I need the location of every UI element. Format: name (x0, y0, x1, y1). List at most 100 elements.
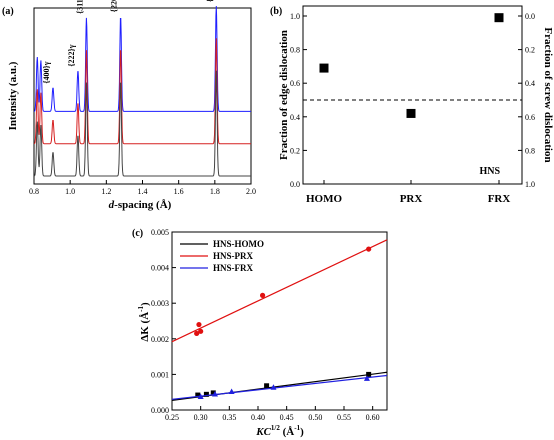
panel-b-ticks: 0.0 0.2 0.4 0.6 0.8 1.0 1.0 0.8 0.6 0.4 0.2 0.0 HOMO… (290, 12, 535, 205)
panel-c-x-tick-label-7: 0.60 (366, 413, 380, 422)
panel-a-peak-label-4: {311}γ (75, 0, 84, 14)
panel-b-left-tick-label-0: 0.0 (290, 180, 300, 189)
panel-c-y-label-main: ΔK (Å (139, 312, 151, 342)
panel-a-series-line-0 (33, 5, 251, 112)
panel-c-point-hns-frx-1 (212, 390, 218, 397)
panel-c-y-axis-label: ΔK (Å-1) (137, 302, 151, 342)
panel-c-x-label-unit: (Å (280, 426, 294, 438)
panel-b-category-prx: PRX (400, 193, 423, 205)
panel-b-left-tick-label-2: 0.4 (290, 113, 300, 122)
panel-c-x-tick-label-5: 0.50 (308, 413, 322, 422)
panel-a-curves (33, 5, 251, 177)
panel-c-legend: HNS-HOMO HNS-PRX HNS-FRX (180, 239, 264, 273)
panel-b-right-tick-label-5: 0.0 (525, 12, 535, 21)
panel-a-x-label-d: d (109, 199, 115, 211)
panel-c-point-hns-prx-1 (196, 321, 202, 328)
panel-a-x-tick-label-0: 0.8 (29, 187, 39, 196)
panel-a-x-tick-label-3: 1.4 (138, 187, 148, 196)
panel-c-x-tick-label-3: 0.40 (251, 413, 265, 422)
panel-c-point-hns-frx-3 (270, 384, 277, 390)
panel-a-x-axis-label: d-spacing (Å) (109, 199, 172, 211)
panel-c-y-tick-label-0: 0.000 (151, 406, 169, 415)
panel-b: (b) 0.00.20.40.60.81.01.00.80.60.40.20.0… (270, 5, 554, 205)
panel-a-x-tick-label-6: 2.0 (246, 187, 256, 196)
panel-c-x-axis-label: KC1/2 (Å-1) (255, 424, 304, 438)
panel-b-left-tick-label-3: 0.6 (290, 79, 300, 88)
panel-c: (c) 0.25 0.30 0.35 0.40 0.45 0.50 0.55 0.60 0.00… (132, 228, 388, 438)
panel-a-y-axis-label: Intensity (a.u.) (7, 61, 19, 130)
panel-a-peak-label-3: {222}γ (67, 44, 76, 66)
panel-a-peak-label-6: {200}γ (205, 0, 214, 2)
panel-b-left-y-axis-label: Fraction of edge dislocation (278, 30, 290, 160)
panel-a-x-tick-label-1: 1.0 (65, 187, 75, 196)
panel-b-right-tick-label-2: 0.6 (525, 113, 535, 122)
panel-b-right-y-axis-label: Fraction of screw dislocation (542, 27, 554, 162)
panel-c-y-tick-label-3: 0.003 (151, 299, 169, 308)
panel-c-x-tick-label-0: 0.25 (165, 413, 179, 422)
panel-c-point-hns-homo-3 (264, 383, 270, 389)
panel-b-left-tick-label-5: 1.0 (290, 12, 300, 21)
panel-a-peak-label-5: {220}γ (110, 0, 119, 12)
panel-c-point-hns-homo-0 (195, 392, 201, 398)
panel-c-y-label-sup: -1 (137, 306, 145, 312)
panel-b-right-tick-label-4: 0.2 (525, 46, 535, 55)
panel-a-peak-label-2: {400}γ (42, 61, 51, 83)
panel-a-x-ticks: 0.8 1.0 1.2 1.4 1.6 1.8 2.0 (29, 180, 256, 196)
panel-c-y-tick-label-2: 0.002 (151, 335, 169, 344)
panel-b-hns-annotation: HNS (479, 166, 500, 177)
panel-c-y-tick-label-1: 0.001 (151, 370, 169, 379)
panel-a-x-tick-label-5: 1.8 (210, 187, 220, 196)
panel-c-x-label-end: ) (300, 426, 304, 438)
panel-c-label: (c) (132, 228, 143, 239)
panel-a-label: (a) (2, 6, 14, 17)
panel-b-left-tick-label-4: 0.8 (290, 46, 300, 55)
panel-b-left-tick-label-1: 0.2 (290, 146, 300, 155)
panel-c-point-hns-homo-2 (210, 390, 216, 396)
panel-a-series-line-2 (33, 70, 251, 177)
panel-c-y-tick-label-4: 0.004 (151, 264, 169, 273)
panel-c-point-hns-prx-2 (198, 328, 204, 334)
panel-b-point-homo (319, 63, 329, 73)
panel-b-right-tick-label-3: 0.4 (525, 79, 535, 88)
panel-c-point-hns-homo-4 (366, 371, 372, 377)
panel-c-x-label-sup2: -1 (294, 424, 300, 432)
panel-a-x-tick-label-4: 1.6 (174, 187, 184, 196)
panel-c-legend-label-hns-prx: HNS-PRX (213, 251, 253, 261)
panel-a-x-label-rest: -spacing (Å) (114, 199, 171, 211)
panel-c-point-hns-prx-3 (259, 292, 266, 298)
panel-b-frame (302, 5, 523, 185)
panel-c-x-tick-label-4: 0.45 (280, 413, 294, 422)
panel-b-point-prx (406, 108, 416, 118)
panel-c-point-hns-prx-4 (366, 246, 372, 252)
panel-c-point-hns-frx-0 (197, 393, 204, 399)
panel-b-category-frx: FRX (488, 193, 511, 205)
panel-c-point-hns-homo-1 (203, 391, 209, 397)
panel-b-label: (b) (270, 6, 282, 17)
panel-c-x-tick-label-6: 0.55 (337, 413, 351, 422)
panel-b-right-tick-label-1: 0.8 (525, 146, 535, 155)
panel-c-y-tick-label-5: 0.005 (151, 228, 169, 237)
panel-c-point-hns-frx-2 (228, 388, 235, 394)
panel-c-x-tick-label-2: 0.35 (222, 413, 236, 422)
panel-c-ticks: 0.25 0.30 0.35 0.40 0.45 0.50 0.55 0.60 0.000 0.0… (151, 228, 380, 422)
panel-b-right-tick-label-0: 1.0 (525, 180, 535, 189)
panel-c-legend-label-hns-homo: HNS-HOMO (213, 239, 264, 249)
panel-b-category-homo: HOMO (306, 193, 342, 205)
panel-b-point-frx (494, 13, 504, 23)
panel-c-point-hns-frx-4 (363, 375, 370, 381)
panel-c-fit-line-hns-frx (171, 374, 388, 400)
panel-c-series (171, 239, 388, 401)
panel-b-points (319, 13, 504, 118)
panel-c-frame (171, 231, 388, 411)
panel-a: (a) {400}γ {222}γ {311}γ {220}γ {200}γ 0.8 1.… (2, 0, 256, 211)
panel-a-x-tick-label-2: 1.2 (101, 187, 111, 196)
panel-c-x-label-kc: KC (255, 426, 271, 438)
panel-a-peak-labels: {400}γ {222}γ {311}γ {220}γ {200}γ (42, 0, 214, 84)
panel-c-fit-line-hns-prx (171, 239, 388, 343)
panel-c-x-tick-label-1: 0.30 (194, 413, 208, 422)
panel-c-x-label-sup: 1/2 (271, 424, 280, 432)
panel-c-point-hns-prx-0 (194, 330, 200, 337)
panel-c-y-label-end: ) (139, 302, 151, 306)
panel-a-frame (33, 7, 252, 185)
